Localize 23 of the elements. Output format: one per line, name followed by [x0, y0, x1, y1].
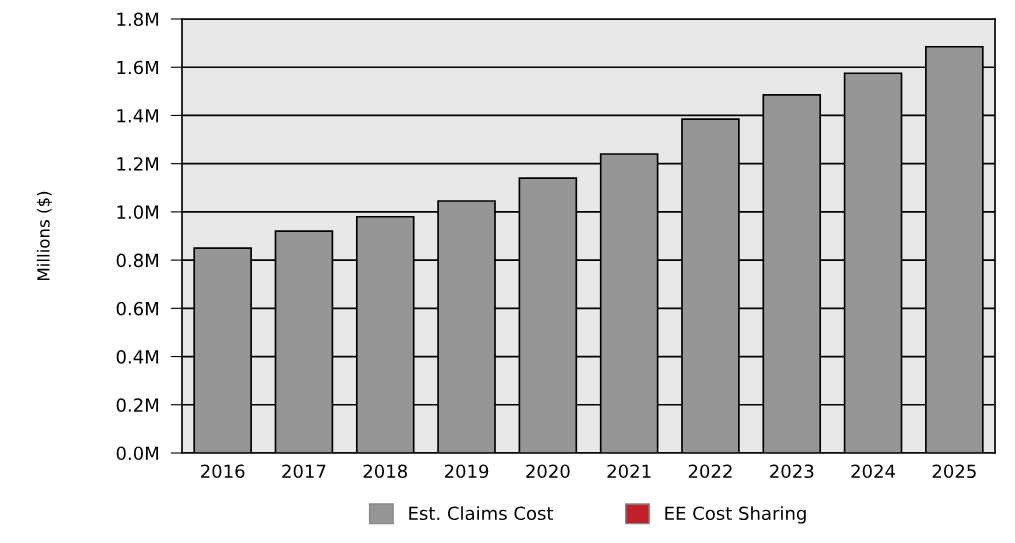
x-tick-label: 2016 — [201, 464, 245, 479]
y-tick-label: 0.8M — [116, 253, 159, 268]
y-tick-label: 1.2M — [117, 157, 159, 171]
x-tick-label: 2025 — [932, 464, 976, 479]
y-tick-label: 0.6M — [116, 301, 159, 316]
legend-label: EE Cost Sharing — [665, 506, 806, 524]
y-tick-label: 0.2M — [116, 398, 159, 412]
x-tick-label: 2023 — [770, 464, 814, 479]
y-tick-label: 1.8M — [117, 12, 159, 27]
y-tick-label: 0.4M — [116, 350, 159, 364]
x-tick-label: 2017 — [282, 464, 326, 479]
legend-label: Est. Claims Cost — [409, 506, 554, 521]
y-tick-label: 1.4M — [117, 109, 159, 123]
y-tick-label: 1.6M — [117, 60, 159, 75]
x-tick-label: 2018 — [363, 464, 407, 479]
x-tick-label: 2021 — [607, 464, 651, 479]
x-tick-label: 2020 — [526, 464, 570, 479]
y-axis-title: Millions ($) — [36, 191, 52, 280]
y-tick-label: 0.0M — [116, 446, 159, 461]
x-tick-label: 2024 — [851, 464, 896, 479]
x-tick-label: 2019 — [444, 464, 489, 479]
y-tick-label: 1.0M — [117, 205, 159, 220]
x-tick-label: 2022 — [688, 464, 732, 479]
